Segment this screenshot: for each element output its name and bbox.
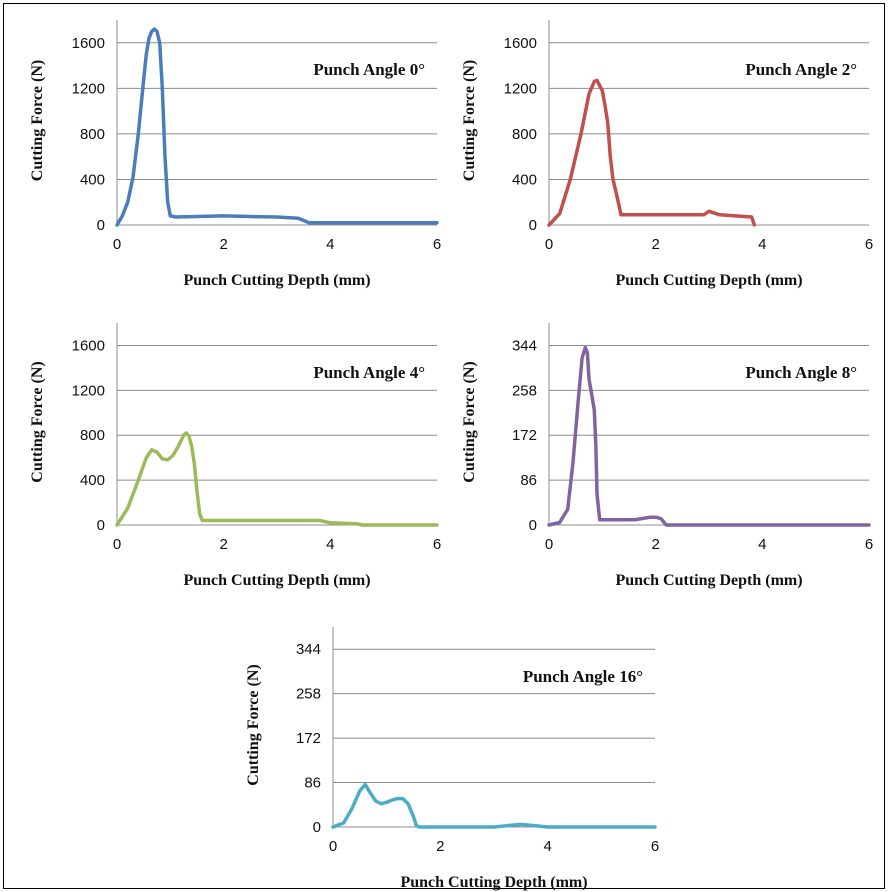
- x-axis-title: Punch Cutting Depth (mm): [183, 572, 370, 589]
- x-tick-label: 0: [113, 536, 121, 553]
- y-tick-label: 258: [512, 382, 537, 399]
- chart-panel-5: 0 86 172 258 344 0 2 4 6 Punch Cutting Depth (mm)…: [245, 627, 659, 891]
- x-tick-label: 6: [433, 236, 441, 253]
- x-tick-label: 4: [758, 236, 766, 253]
- y-tick-label: 258: [296, 686, 321, 703]
- chart-title: Punch Angle 2°: [745, 60, 857, 79]
- y-tick-label: 1200: [504, 80, 537, 97]
- series-line: [331, 782, 657, 829]
- x-tick-label: 2: [436, 838, 444, 855]
- y-tick-label: 800: [80, 427, 105, 444]
- x-tick-label: 2: [651, 536, 659, 553]
- x-tick-label: 4: [758, 536, 766, 553]
- x-tick-label: 6: [865, 236, 873, 253]
- x-tick-label: 0: [545, 236, 553, 253]
- figure-frame: [3, 3, 885, 889]
- y-axis-title: Cutting Force (N): [245, 664, 262, 785]
- x-tick-label: 6: [651, 838, 659, 855]
- x-tick-label: 0: [545, 536, 553, 553]
- y-tick-label: 1600: [504, 35, 537, 52]
- y-tick-label: 0: [529, 517, 537, 534]
- y-axis-title: Cutting Force (N): [461, 361, 478, 482]
- series-line: [115, 431, 439, 527]
- y-tick-label: 172: [296, 730, 321, 747]
- series-line: [547, 345, 871, 527]
- chart-title: Punch Angle 0°: [313, 60, 425, 79]
- y-axis-title: Cutting Force (N): [461, 60, 478, 181]
- x-tick-label: 6: [433, 536, 441, 553]
- y-tick-label: 800: [512, 126, 537, 143]
- y-tick-label: 86: [520, 472, 537, 489]
- chart-panel-1: 0 400 800 1200 1600 0 2 4 6 Punch Cutting Depth (…: [29, 20, 441, 289]
- chart-title: Punch Angle 16°: [523, 667, 643, 686]
- y-tick-label: 1600: [72, 337, 105, 354]
- y-tick-label: 0: [97, 517, 105, 534]
- chart-panel-2: 0 400 800 1200 1600 0 2 4 6 Punch Cutting Depth (…: [461, 20, 873, 289]
- x-tick-label: 0: [329, 838, 337, 855]
- x-tick-label: 4: [326, 536, 334, 553]
- x-axis-title: Punch Cutting Depth (mm): [615, 572, 802, 589]
- chart-title: Punch Angle 4°: [313, 363, 425, 382]
- y-tick-label: 400: [80, 171, 105, 188]
- x-axis-title: Punch Cutting Depth (mm): [183, 272, 370, 289]
- series-line: [547, 78, 757, 227]
- y-axis-title: Cutting Force (N): [29, 361, 46, 482]
- y-tick-label: 172: [512, 427, 537, 444]
- x-axis-title: Punch Cutting Depth (mm): [400, 874, 587, 891]
- x-tick-label: 2: [219, 236, 227, 253]
- y-tick-label: 0: [529, 217, 537, 234]
- y-tick-label: 86: [304, 775, 321, 792]
- y-tick-label: 1200: [72, 382, 105, 399]
- y-tick-label: 0: [313, 819, 321, 836]
- x-tick-label: 2: [651, 236, 659, 253]
- x-tick-label: 4: [326, 236, 334, 253]
- x-tick-label: 0: [113, 236, 121, 253]
- y-tick-label: 344: [296, 641, 321, 658]
- y-tick-label: 400: [512, 171, 537, 188]
- x-tick-label: 2: [219, 536, 227, 553]
- x-tick-label: 4: [543, 838, 551, 855]
- y-tick-label: 400: [80, 472, 105, 489]
- chart-panel-4: 0 86 172 258 344 0 2 4 6 Punch Cutting Depth (mm)…: [461, 323, 873, 589]
- series-line: [115, 27, 439, 227]
- y-tick-label: 800: [80, 126, 105, 143]
- x-tick-label: 6: [865, 536, 873, 553]
- y-tick-label: 1600: [72, 35, 105, 52]
- x-axis-title: Punch Cutting Depth (mm): [615, 272, 802, 289]
- y-tick-label: 0: [97, 217, 105, 234]
- chart-panel-3: 0 400 800 1200 1600 0 2 4 6 Punch Cutting Depth (…: [29, 323, 441, 589]
- y-tick-label: 344: [512, 337, 537, 354]
- y-axis-title: Cutting Force (N): [29, 60, 46, 181]
- y-tick-label: 1200: [72, 80, 105, 97]
- chart-title: Punch Angle 8°: [745, 363, 857, 382]
